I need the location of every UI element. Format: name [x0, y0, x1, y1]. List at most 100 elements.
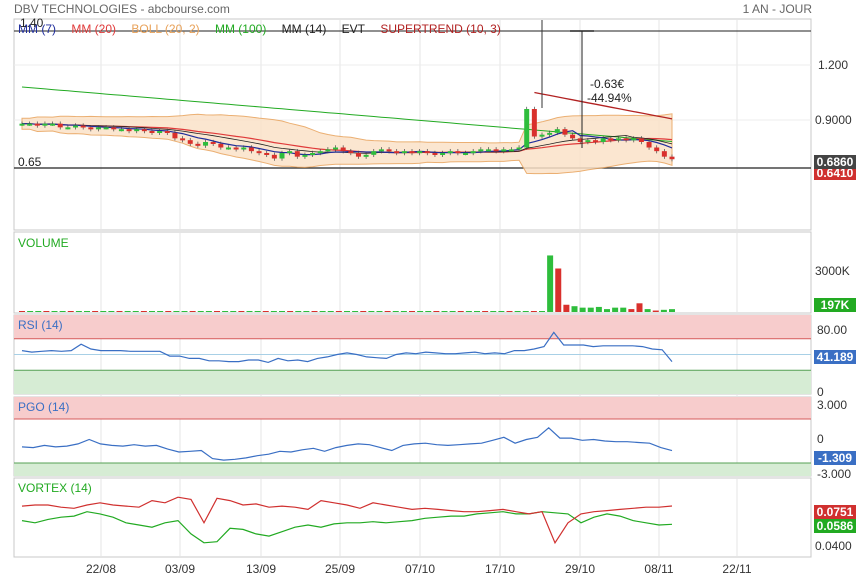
- legend-mm7[interactable]: MM (7): [18, 22, 56, 36]
- candle-38: [310, 153, 316, 155]
- candle-53: [424, 151, 430, 154]
- candle-6: [65, 127, 71, 130]
- candle-33: [271, 154, 277, 159]
- legend-mm100[interactable]: MM (100): [214, 22, 267, 36]
- volume-bar-73: [612, 307, 619, 312]
- volume-bar-31: [270, 311, 277, 312]
- candle-70: [554, 129, 560, 133]
- volume-bar-79: [660, 309, 667, 312]
- volume-bar-74: [620, 307, 627, 312]
- candle-74: [585, 140, 591, 143]
- candle-64: [508, 149, 514, 152]
- rsi-oversold-zone: [14, 370, 811, 394]
- candle-57: [455, 151, 461, 154]
- volume-bar-76: [636, 303, 643, 312]
- volume-bar-4: [51, 311, 58, 312]
- candle-65: [516, 147, 522, 150]
- volume-bar-34: [295, 311, 302, 312]
- legend-mm14[interactable]: MM (14): [281, 22, 327, 36]
- legend-boll[interactable]: BOLL (20, 2): [131, 22, 200, 36]
- vortex-panel: [13, 477, 812, 558]
- candle-20: [172, 132, 178, 139]
- volume-bar-3: [43, 311, 50, 312]
- candle-25: [210, 142, 216, 144]
- x-tick-6: 17/10: [484, 562, 516, 576]
- candle-39: [317, 151, 323, 154]
- candle-9: [88, 127, 94, 130]
- volume-bar-78: [652, 310, 659, 312]
- candle-7: [73, 125, 79, 128]
- vortex-plus-line: [21, 511, 673, 544]
- price-tick-0900: 0.9000: [815, 113, 852, 127]
- volume-bar-58: [490, 311, 497, 312]
- legend-supertrend[interactable]: SUPERTREND (10, 3): [380, 22, 501, 36]
- x-tick-3: 13/09: [245, 562, 277, 576]
- candle-59: [470, 151, 476, 154]
- candle-36: [294, 151, 300, 157]
- candle-26: [218, 143, 224, 148]
- candle-13: [118, 129, 124, 132]
- volume-bar-65: [547, 255, 554, 312]
- vortex-minus-line: [21, 496, 673, 545]
- x-tick-9: 22/11: [722, 562, 752, 576]
- candle-35: [287, 151, 293, 154]
- candle-49: [394, 151, 400, 154]
- volume-bar-61: [514, 311, 521, 312]
- pct-annotation: -44.94%: [587, 91, 632, 105]
- volume-bar-18: [165, 311, 172, 312]
- candle-1: [27, 123, 33, 126]
- volume-bar-37: [319, 311, 326, 312]
- legend-evt[interactable]: EVT: [341, 22, 366, 36]
- volume-bar-6: [67, 311, 74, 312]
- rsi-tick-80: 80.00: [817, 323, 848, 337]
- candle-22: [187, 140, 193, 144]
- supertrend-line: [534, 91, 673, 120]
- price-top-label: 1.40: [20, 16, 44, 30]
- candle-27: [225, 147, 231, 150]
- candle-46: [371, 151, 377, 155]
- volume-bar-11: [108, 311, 115, 312]
- candle-52: [417, 151, 423, 154]
- volume-bar-49: [417, 311, 424, 312]
- candle-28: [233, 147, 239, 150]
- volume-bar-44: [376, 311, 383, 312]
- candle-79: [623, 138, 629, 141]
- candle-16: [141, 129, 147, 132]
- volume-bar-32: [279, 311, 285, 312]
- candle-29: [241, 147, 247, 150]
- candle-43: [348, 151, 354, 154]
- legend-mm20[interactable]: MM (20): [71, 22, 117, 36]
- vortex-minus-badge: 0.0586: [814, 519, 856, 533]
- mm14-line: [22, 123, 673, 154]
- vortex-tick: 0.0400: [815, 539, 852, 553]
- volume-bar-52: [441, 311, 448, 312]
- candle-68: [539, 134, 545, 137]
- volume-bar-10: [100, 311, 107, 312]
- candle-80: [631, 138, 637, 141]
- volume-bar-23: [205, 311, 212, 312]
- support-level-label: 0.65: [18, 155, 42, 169]
- volume-bar-14: [132, 311, 139, 312]
- volume-bar-1: [27, 311, 34, 312]
- volume-bar-27: [238, 311, 245, 312]
- candle-82: [646, 142, 652, 148]
- candle-60: [478, 149, 484, 152]
- candle-77: [608, 138, 614, 141]
- price-panel: [13, 18, 812, 231]
- volume-bar-26: [230, 311, 237, 312]
- volume-bar-22: [197, 311, 204, 312]
- candle-58: [463, 153, 469, 155]
- volume-bar-54: [457, 311, 464, 312]
- volume-bar-19: [173, 311, 180, 312]
- chart-title: DBV TECHNOLOGIES - abcbourse.com: [14, 2, 230, 16]
- candle-78: [615, 138, 621, 141]
- volume-bar-29: [254, 311, 261, 312]
- volume-bar-47: [400, 311, 407, 312]
- period-label[interactable]: 1 AN - JOUR: [742, 2, 812, 16]
- volume-bar-2: [35, 311, 42, 312]
- candle-24: [203, 142, 209, 146]
- volume-bar-24: [214, 311, 220, 312]
- candle-15: [134, 129, 140, 132]
- volume-bar-75: [628, 309, 635, 312]
